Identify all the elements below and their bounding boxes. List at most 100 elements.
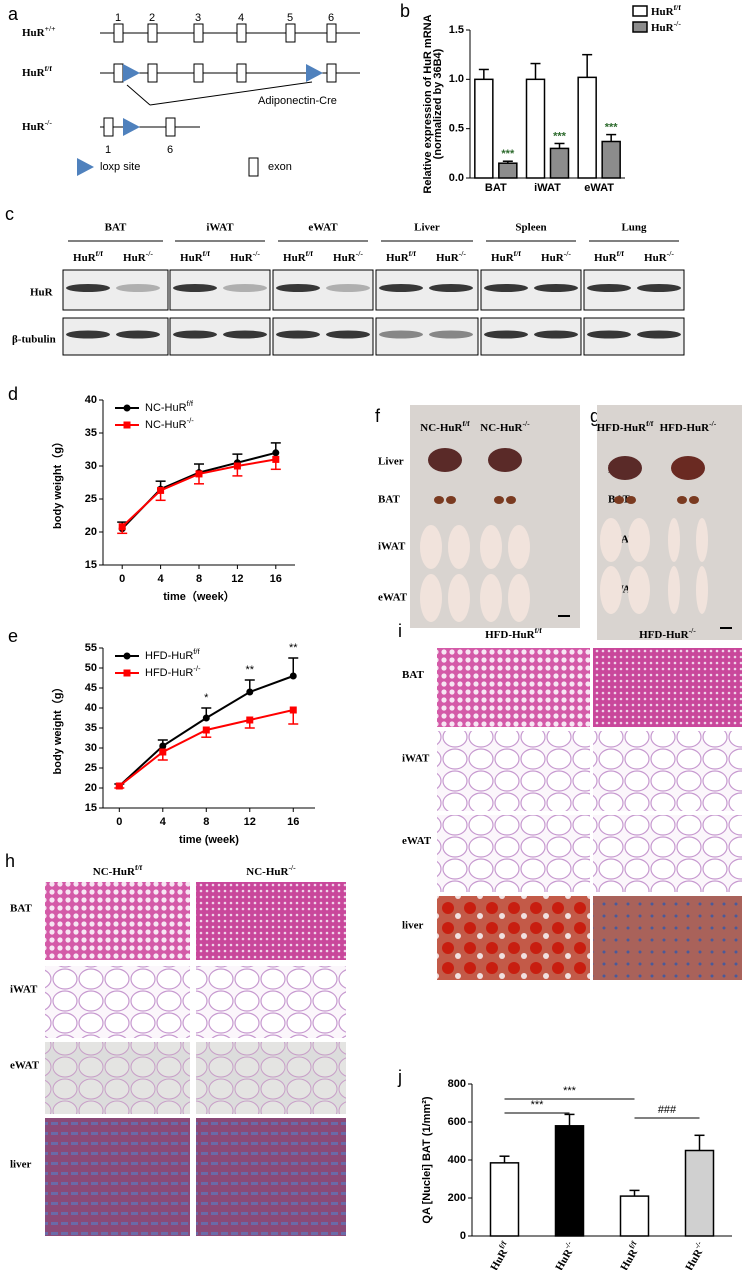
wat-organ: [668, 518, 680, 562]
genotype-label: HuR-/-: [22, 118, 52, 133]
lane-label-text: HuR: [541, 252, 565, 264]
row-label: liver: [10, 1159, 31, 1171]
exon: [193, 63, 204, 83]
y-tick-label: 45: [85, 682, 97, 694]
x-tick-label: eWAT: [584, 182, 614, 194]
marker: [289, 672, 297, 680]
legend-swatch: [632, 5, 648, 17]
marker: [159, 742, 167, 750]
lane-label-sup: f/f: [203, 249, 211, 258]
y-tick-label: 200: [448, 1192, 466, 1204]
y-axis-label: Relative expression of HuR mRNA: [422, 14, 434, 193]
histology-image: [45, 1118, 190, 1236]
y-tick-label: 40: [85, 394, 97, 406]
row-label: iWAT: [10, 984, 38, 996]
significance: **: [289, 642, 298, 654]
row-label: eWAT: [402, 835, 432, 847]
y-tick-label: 0.5: [449, 123, 464, 135]
significance: ***: [605, 121, 619, 133]
significance: ***: [553, 130, 567, 142]
x-tick-label: 0: [116, 816, 122, 828]
row-label: iWAT: [378, 541, 406, 553]
lane-label: HuRf/f: [491, 249, 521, 264]
column-label: HFD-HuRf/f: [597, 419, 654, 434]
blot-band: [534, 330, 578, 339]
loxp-triangle: [306, 64, 323, 82]
x-tick-label-sup: f/f: [497, 1239, 509, 1250]
legend-label-sup: -/-: [674, 19, 682, 28]
y-tick-label: 0: [460, 1230, 466, 1242]
panel-letter: a: [8, 4, 19, 24]
blot-band: [484, 330, 528, 339]
lane-label: HuRf/f: [283, 249, 313, 264]
x-tick-label: HFD-HuR-/-: [667, 1239, 708, 1270]
blot-band: [173, 330, 217, 339]
lane-label: HuRf/f: [73, 249, 103, 264]
row-label: BAT: [10, 903, 32, 915]
histology-image: [593, 648, 742, 727]
genotype-label-text: HuR: [22, 67, 46, 79]
bat-organ: [446, 496, 456, 504]
y-tick-label: 35: [85, 722, 97, 734]
y-tick-label: 40: [85, 702, 97, 714]
legend-label: HuR-/-: [651, 19, 681, 34]
y-tick-label: 30: [85, 460, 97, 472]
column-label-sup: -/-: [522, 419, 530, 428]
exon-number: 1: [105, 144, 111, 156]
lane-label-sup: -/-: [356, 249, 364, 258]
significance: ###: [658, 1104, 677, 1116]
bat-organ: [626, 496, 636, 504]
column-label: HFD-HuR-/-: [639, 626, 696, 641]
lane-label: HuRf/f: [386, 249, 416, 264]
histology-image: [593, 731, 742, 811]
y-axis-label: body weight（g）: [51, 682, 64, 775]
row-label: eWAT: [10, 1060, 40, 1072]
x-tick-label-sup: -/-: [562, 1239, 574, 1250]
exon: [285, 23, 296, 43]
y-tick-label: 1.5: [449, 24, 464, 36]
lane-label: HuR-/-: [644, 249, 674, 264]
lane-label-text: HuR: [180, 252, 204, 264]
y-tick-label: 800: [448, 1078, 466, 1090]
lane-label-text: HuR: [230, 252, 254, 264]
bar: [601, 140, 621, 179]
exon: [165, 117, 176, 137]
panel-letter: g: [590, 406, 600, 426]
legend-text: exon: [268, 161, 292, 173]
genotype-label-sup: +/+: [45, 24, 56, 33]
legend-label-text: NC-HuR: [145, 402, 187, 414]
lane-label-text: HuR: [644, 252, 668, 264]
wat-organ: [696, 566, 708, 614]
blot-band: [223, 284, 267, 292]
x-tick-label: 4: [160, 816, 167, 828]
tissue-label: Lung: [621, 222, 647, 234]
blot-band: [534, 284, 578, 292]
legend-label-sup: f/f: [187, 399, 194, 408]
genotype-label: HuR+/+: [22, 24, 56, 39]
column-label: HFD-HuRf/f: [485, 626, 542, 641]
legend-label: NC-HuRf/f: [145, 399, 194, 414]
y-tick-label: 600: [448, 1116, 466, 1128]
histology-image: [437, 896, 590, 980]
exon-number: 4: [238, 12, 244, 24]
y-tick-label: 400: [448, 1154, 466, 1166]
lane-label-text: HuR: [333, 252, 357, 264]
bat-organ: [614, 496, 624, 504]
marker: [115, 782, 123, 790]
bat-organ: [689, 496, 699, 504]
wat-organ: [668, 566, 680, 614]
exon: [193, 23, 204, 43]
row-label: iWAT: [402, 753, 430, 765]
wat-organ: [696, 518, 708, 562]
legend-label-sup: -/-: [193, 664, 201, 673]
lane-label: HuRf/f: [594, 249, 624, 264]
y-tick-label: 20: [85, 782, 97, 794]
bat-organ: [434, 496, 444, 504]
lane-label-sup: f/f: [306, 249, 314, 258]
histology-image: [196, 1042, 346, 1114]
y-axis-label: body weight（g）: [51, 436, 64, 529]
y-tick-label: 0.0: [449, 172, 464, 184]
marker: [202, 726, 210, 734]
lane-label-text: HuR: [436, 252, 460, 264]
